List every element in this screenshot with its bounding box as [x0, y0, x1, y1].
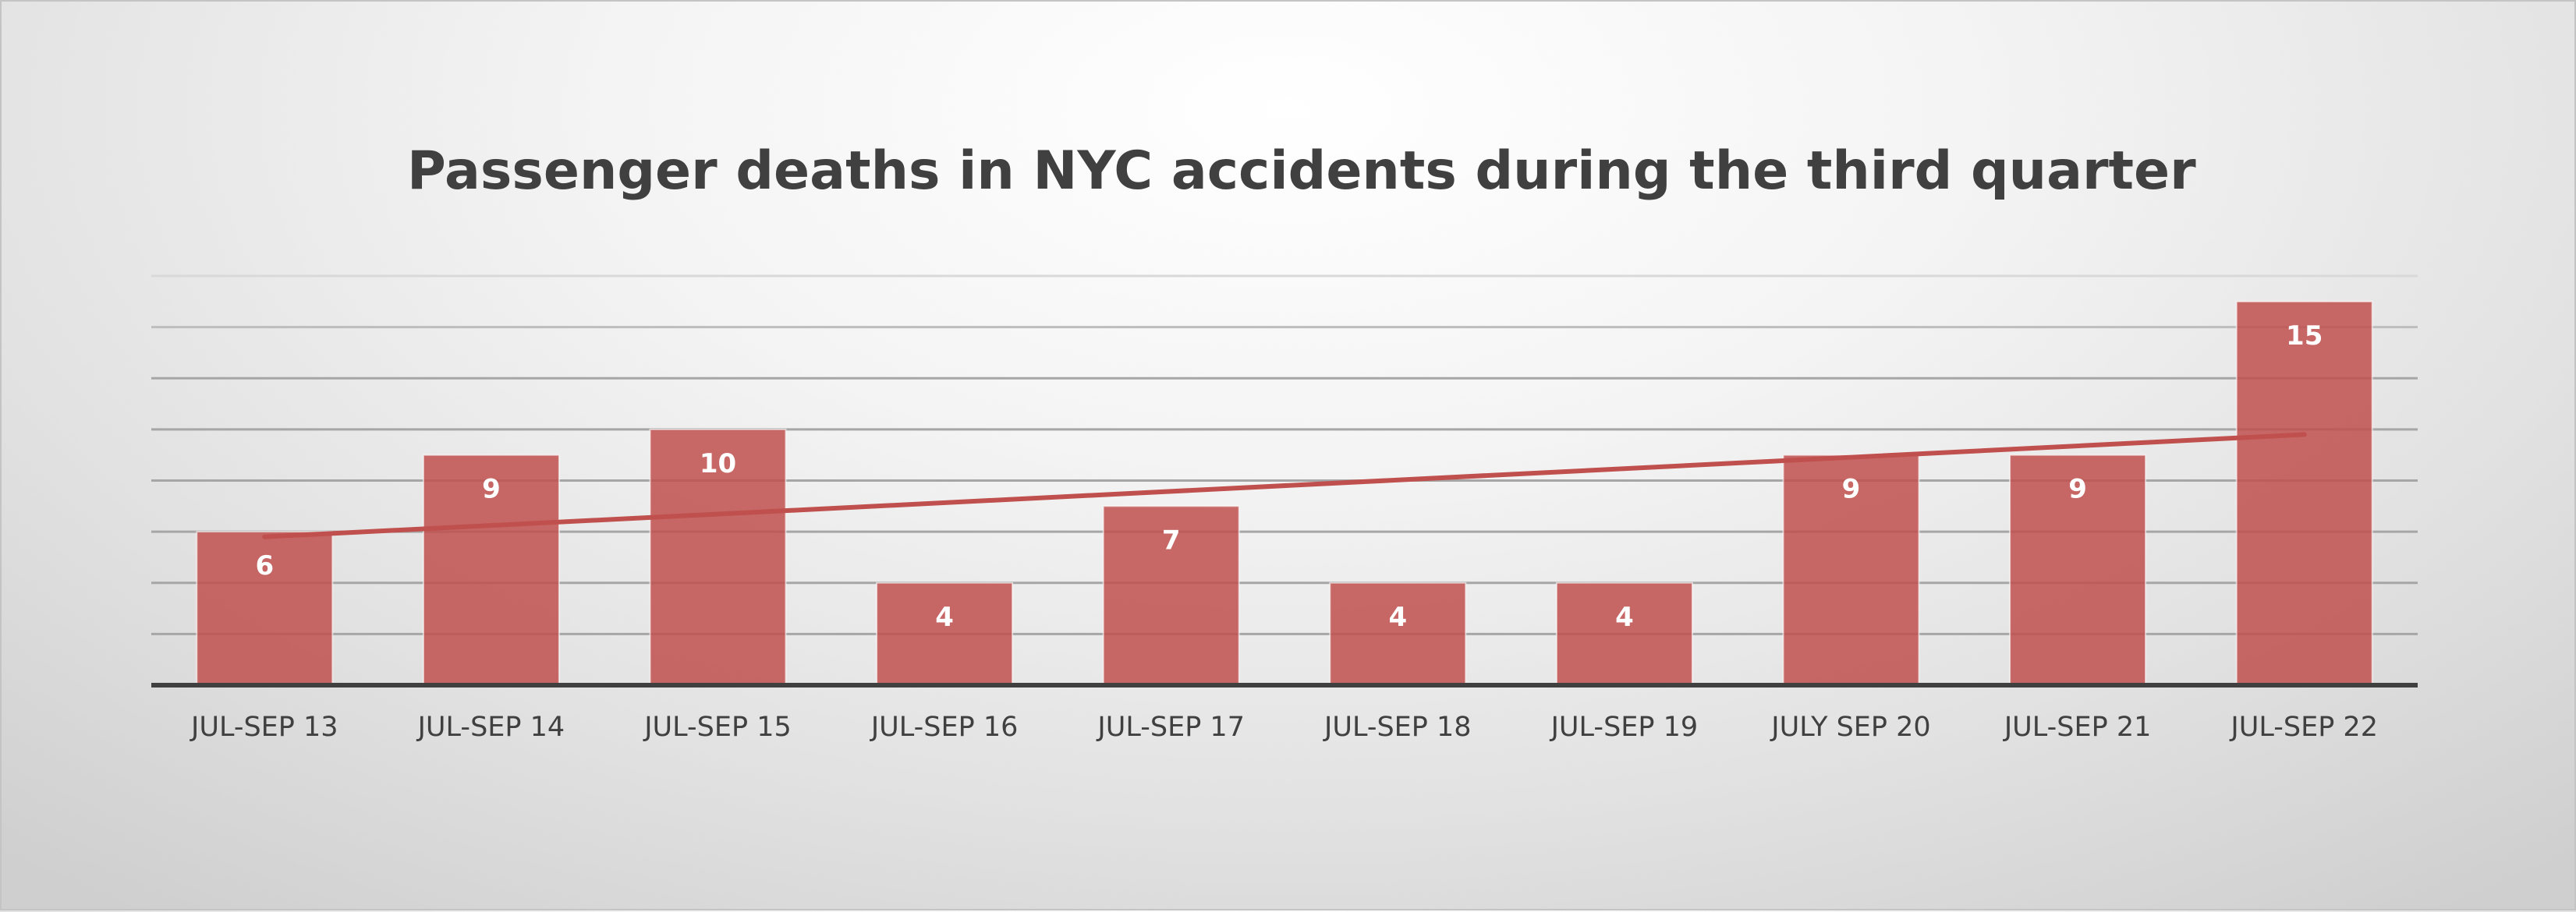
bar [649, 428, 787, 686]
trendline-group [262, 432, 2307, 539]
bar [1102, 505, 1240, 686]
x-tick-label: JUL-SEP 19 [1550, 712, 1699, 743]
data-label: 7 [1162, 525, 1181, 556]
bars [196, 300, 2373, 686]
data-label: 6 [255, 550, 274, 581]
bar [2009, 454, 2147, 686]
x-tick-label: JUL-SEP 22 [2229, 712, 2378, 743]
bar [196, 531, 334, 686]
x-tick-label: JUL-SEP 21 [2003, 712, 2152, 743]
data-label: 15 [2286, 320, 2323, 352]
data-label: 10 [700, 448, 736, 479]
bar [1782, 454, 1920, 686]
bar [422, 454, 560, 686]
trendline [262, 432, 2307, 539]
x-tick-label: JUL-SEP 18 [1323, 712, 1472, 743]
bar [876, 581, 1014, 686]
x-tick-label: JULY SEP 20 [1770, 712, 1930, 743]
data-label: 4 [1388, 602, 1407, 633]
x-axis: JUL-SEP 13 JUL-SEP 14 JUL-SEP 15 JUL-SEP 16… [151, 683, 2418, 743]
x-tick-label: JUL-SEP 15 [643, 712, 792, 743]
data-label: 9 [482, 474, 501, 505]
bar [1329, 581, 1467, 686]
data-labels: 6 9 10 4 7 4 4 9 9 15 [255, 320, 2323, 633]
data-label: 9 [1842, 474, 1861, 505]
bar [1555, 581, 1693, 686]
x-tick-label: JUL-SEP 14 [416, 712, 565, 743]
bar [2235, 300, 2373, 686]
data-label: 9 [2068, 474, 2087, 505]
data-label: 4 [935, 602, 954, 633]
x-tick-label: JUL-SEP 13 [190, 712, 338, 743]
x-tick-label: JUL-SEP 17 [1096, 712, 1245, 743]
data-label: 4 [1615, 602, 1634, 633]
chart-title: Passenger deaths in NYC accidents during… [407, 140, 2196, 202]
x-tick-label: JUL-SEP 16 [870, 712, 1019, 743]
